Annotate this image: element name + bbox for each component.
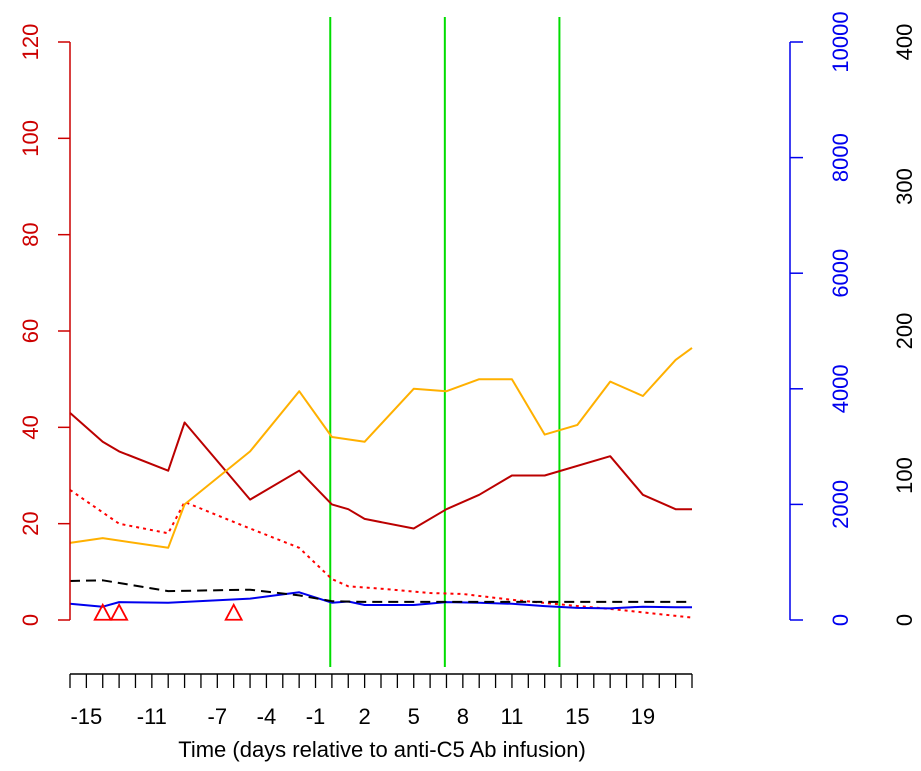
right-blue-y-axis: 0 2000 4000 6000 8000 10000 (789, 11, 853, 626)
black-axis-tick-label: 300 (892, 168, 917, 205)
series-line-3 (69, 347, 693, 549)
x-axis: -15 -11 -7 -4 -1 2 5 8 11 15 19 (69, 673, 693, 729)
blue-axis-tick-label: 0 (828, 614, 853, 626)
blue-axis-tick-label: 10000 (828, 11, 853, 72)
x-axis-tick-label: -11 (137, 704, 167, 729)
black-axis-tick-label: 0 (892, 614, 917, 626)
x-axis-tick-label: 19 (631, 704, 655, 729)
series-line-2 (69, 489, 693, 619)
x-axis-tick-label: -1 (306, 704, 326, 729)
series-line-1 (69, 412, 692, 530)
x-axis-tick-label: -15 (70, 704, 102, 729)
x-axis-tick-label: 2 (359, 704, 371, 729)
black-axis-tick-label: 400 (892, 24, 917, 61)
green-vertical-lines (329, 17, 561, 667)
left-axis-tick-label: 100 (18, 120, 43, 157)
left-axis-tick-label: 60 (18, 319, 43, 343)
black-axis-tick-label: 200 (892, 313, 917, 350)
x-axis-tick-label: -4 (257, 704, 277, 729)
triangle-markers (93, 602, 244, 621)
x-axis-tick-label: 11 (501, 704, 524, 729)
triangle-marker-2 (109, 602, 129, 621)
black-axis-tick-label: 100 (892, 457, 917, 494)
left-y-axis: 0 20 40 60 80 100 120 (18, 24, 71, 626)
data-series (69, 347, 693, 619)
right-black-y-axis-labels: 0 100 200 300 400 (892, 24, 917, 626)
left-axis-tick-label: 20 (18, 511, 43, 535)
blue-axis-tick-label: 6000 (828, 249, 853, 298)
triangle-marker-1 (93, 602, 113, 621)
x-axis-tick-label: 5 (408, 704, 420, 729)
left-axis-tick-label: 120 (18, 24, 43, 61)
blue-axis-tick-label: 8000 (828, 133, 853, 182)
left-axis-tick-label: 40 (18, 415, 43, 439)
triangle-marker-3 (224, 602, 244, 621)
blue-axis-tick-label: 2000 (828, 480, 853, 529)
x-axis-tick-label: -7 (208, 704, 228, 729)
series-line-4 (69, 591, 692, 610)
x-axis-tick-label: 8 (457, 704, 469, 729)
blue-axis-tick-label: 4000 (828, 364, 853, 413)
left-axis-tick-label: 80 (18, 222, 43, 246)
x-axis-title: Time (days relative to anti-C5 Ab infusi… (178, 737, 586, 762)
x-axis-tick-label: 15 (565, 704, 589, 729)
left-axis-tick-label: 0 (18, 614, 43, 626)
series-line-5 (69, 579, 692, 603)
